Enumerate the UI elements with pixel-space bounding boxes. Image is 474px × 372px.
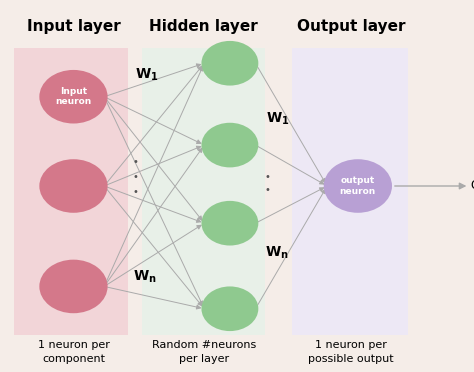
Text: $\mathbf{W_1}$: $\mathbf{W_1}$ xyxy=(265,111,289,127)
Circle shape xyxy=(201,201,258,246)
Text: •: • xyxy=(265,172,271,182)
Text: 1 neuron per
possible output: 1 neuron per possible output xyxy=(308,340,393,363)
Text: •: • xyxy=(132,187,138,196)
Text: Output layer: Output layer xyxy=(297,19,405,33)
Text: Output: Output xyxy=(470,180,474,192)
FancyBboxPatch shape xyxy=(142,48,265,335)
Text: Hidden layer: Hidden layer xyxy=(149,19,258,33)
Text: •: • xyxy=(132,157,138,167)
FancyBboxPatch shape xyxy=(292,48,408,335)
Text: •: • xyxy=(265,185,271,195)
Text: $\mathbf{W_n}$: $\mathbf{W_n}$ xyxy=(133,269,156,285)
Text: •: • xyxy=(132,172,138,182)
Text: 1 neuron per
component: 1 neuron per component xyxy=(37,340,109,363)
Circle shape xyxy=(201,41,258,86)
Circle shape xyxy=(324,159,392,213)
Text: output
neuron: output neuron xyxy=(340,176,376,196)
Circle shape xyxy=(39,159,108,213)
Text: $\mathbf{W_n}$: $\mathbf{W_n}$ xyxy=(265,245,289,261)
Circle shape xyxy=(39,260,108,313)
FancyBboxPatch shape xyxy=(14,48,128,335)
Text: Input
neuron: Input neuron xyxy=(55,87,91,106)
Circle shape xyxy=(201,123,258,167)
Circle shape xyxy=(201,286,258,331)
Text: Random #neurons
per layer: Random #neurons per layer xyxy=(152,340,256,363)
Circle shape xyxy=(39,70,108,124)
Text: $\mathbf{W_1}$: $\mathbf{W_1}$ xyxy=(135,66,159,83)
Text: Input layer: Input layer xyxy=(27,19,120,33)
